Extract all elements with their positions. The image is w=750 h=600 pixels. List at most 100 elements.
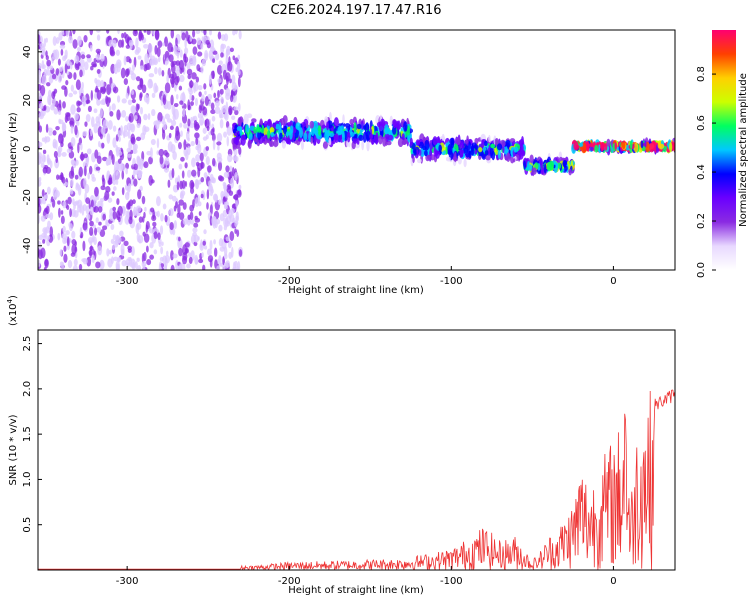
spectrogram-cell [589,143,595,148]
spectrogram-cell [275,123,280,130]
spectrogram-cell [644,140,647,148]
spectrogram-cell [149,241,154,249]
spectrogram-cell [210,128,215,136]
spectrogram-cell [236,229,240,238]
spectrogram-cell [196,64,201,72]
spectrogram-cell [111,39,117,48]
spectrogram-cell [188,88,194,95]
spectrogram-cell [75,184,81,191]
spectrogram-cell [134,261,138,270]
spectrogram-cell [164,60,168,66]
spectrogram-cell [187,214,191,221]
snr-y-axis: 0.5 1.0 1.5 2.0 2.5 [22,336,42,533]
spectrogram-cell [214,106,221,115]
spectrogram-cell [70,84,74,92]
spectrogram-cell [118,136,121,142]
spectrogram-cell [218,224,223,232]
spectrogram-cell [208,49,214,60]
spectrogram-cell [205,39,210,45]
spectrogram-cell [438,144,442,153]
spectrogram-cell [112,137,117,148]
spectrogram-cell [89,30,94,36]
spectrogram-cell [459,149,464,156]
spectrogram-cell [229,165,233,173]
spectrogram-cell [115,210,121,221]
spectrogram-cell [282,125,287,135]
spectrogram-cell [57,58,61,66]
spectrogram-cell [209,30,212,36]
spectrogram-cell [91,254,95,264]
spectrogram-cell [384,124,389,135]
spectrogram-cell [38,102,44,110]
spectrogram-cell [218,60,223,66]
spectrogram-cell [186,68,193,76]
spectrogram-cell [150,179,155,184]
spectrogram-cell [218,255,222,266]
spectrogram-cell [149,228,155,234]
spectrogram-cell [267,119,271,127]
snr-y-multiplier-close: ) [8,295,19,299]
spectrogram-x-axis-label: Height of straight line (km) [288,285,424,296]
spectrogram-cell [125,192,130,201]
spectrogram-cell [413,149,417,156]
spectrogram-cell [397,124,401,130]
spectrogram-cell [189,92,192,101]
spectrogram-cell [116,95,121,103]
spectrogram-cell [63,245,67,252]
spectrogram-cell [197,236,200,241]
spectrogram-cell [213,92,217,99]
spectrogram-cell [106,84,112,96]
spectrogram-cell [131,90,135,96]
spectrogram-cell [221,105,227,113]
spectrogram-cell [120,125,124,136]
spectrogram-cell [235,215,239,222]
spectrogram-cell [61,85,67,90]
spectrogram-cell [58,66,63,72]
spectrogram-cell [38,196,41,208]
spectrogram-cell [409,137,413,147]
spectrogram-cell [305,123,309,129]
spectrogram-cell [437,135,441,146]
spectrogram-cell [141,195,146,205]
spectrogram-cell [57,200,61,205]
spectrogram-cell [177,203,181,215]
spectrogram-cell [504,146,508,155]
spectrogram-cell [251,118,257,123]
spectrogram-cell [186,263,191,269]
spectrogram-cell [95,54,101,61]
spectrogram-cell [43,68,48,77]
spectrogram-cell [162,94,167,106]
spectrogram-cell [224,191,229,198]
spectrogram-cell [125,116,129,122]
spectrogram-cell [311,126,315,137]
spectrogram-cell [218,109,223,119]
spectrogram-cell [360,120,364,130]
snr-series-line [38,389,675,570]
spectrogram-cell [126,68,130,76]
spectrogram-cell [63,253,68,263]
spectrogram-cell [164,157,170,166]
spectrogram-cell [506,152,511,162]
spectrogram-cell [528,164,533,171]
spectrogram-cell [107,197,113,203]
spectrogram-cell [98,113,101,125]
spectrogram-cell [358,134,364,141]
spectrogram-cell [96,89,102,100]
spectrogram-cell [58,110,62,115]
spectrogram-cell [190,219,195,225]
spectrogram-cell [187,118,191,127]
spectrogram-cell [95,30,101,33]
spectrogram-cell [74,55,80,64]
spectrogram-cell [141,84,147,94]
spectrogram-cell [117,30,120,35]
spectrogram-cell [166,74,170,83]
spectrogram-cell [70,104,76,115]
spectrogram-cell [100,86,106,95]
spectrogram-cell [229,47,234,53]
spectrogram-cell [151,30,156,36]
spectrogram-cell [100,53,105,62]
spectrogram-cell [200,66,204,74]
spectrogram-cell [182,107,186,118]
spectrogram-cell [86,148,92,155]
spectrogram-cell [432,136,438,146]
